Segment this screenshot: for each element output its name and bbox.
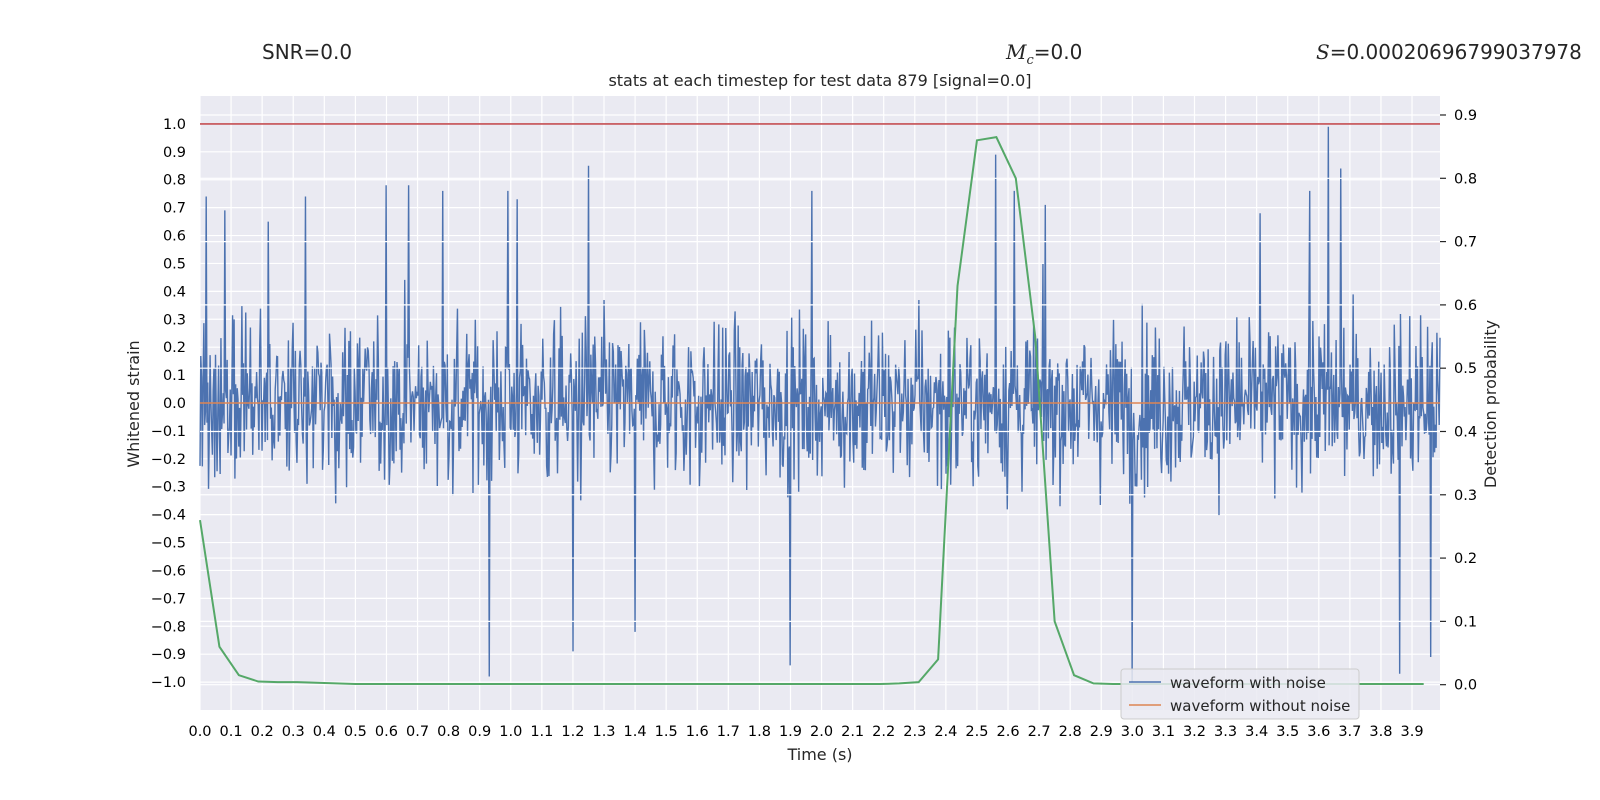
chirp-mass-subscript: c: [1026, 53, 1034, 68]
legend-label-clean: waveform without noise: [1170, 697, 1350, 715]
x-axis-label: Time (s): [786, 745, 852, 764]
x-tick-label: 3.8: [1369, 724, 1392, 740]
x-tick-label: 0.5: [344, 724, 367, 740]
y-tick-label: 0.8: [163, 173, 186, 189]
y-tick-label: −0.3: [151, 480, 186, 496]
x-tick-label: 2.1: [841, 724, 864, 740]
x-tick-label: 0.1: [220, 724, 243, 740]
series-waveform-with-noise: [199, 126, 1441, 683]
x-tick-label: 2.5: [965, 724, 988, 740]
score-value: =0.00020696799037978: [1329, 40, 1582, 64]
y-tick-label: 0.4: [163, 284, 186, 300]
y2-tick-label: 0.1: [1454, 614, 1477, 630]
chirp-mass-value: =0.0: [1033, 40, 1083, 64]
x-tick-label: 1.6: [686, 724, 709, 740]
y2-tick-label: 0.9: [1454, 108, 1477, 124]
x-tick-label: 1.8: [748, 724, 771, 740]
y-tick-label: −1.0: [151, 675, 186, 691]
x-tick-label: 2.9: [1090, 724, 1113, 740]
y-tick-label: −0.9: [151, 647, 186, 663]
y2-tick-label: 0.2: [1454, 551, 1477, 567]
chirp-mass-label: Mc=0.0: [1006, 40, 1082, 68]
chart-title: stats at each timestep for test data 879…: [608, 71, 1032, 90]
y2-axis-label: Detection probability: [1481, 320, 1500, 488]
x-tick-label: 0.8: [437, 724, 460, 740]
snr-label: SNR=0.0: [262, 40, 353, 64]
legend-label-noise: waveform with noise: [1170, 674, 1326, 692]
x-tick-label: 3.5: [1276, 724, 1299, 740]
y2-tick-label: 0.8: [1454, 171, 1477, 187]
x-tick-label: 3.3: [1214, 724, 1237, 740]
y-tick-label: 0.3: [163, 312, 186, 328]
y-tick-label: 1.0: [163, 117, 186, 133]
score-symbol: S: [1316, 40, 1330, 64]
x-tick-label: 3.9: [1400, 724, 1423, 740]
y-tick-label: 0.7: [163, 201, 186, 217]
x-tick-label: 1.4: [624, 724, 647, 740]
x-tick-label: 0.3: [282, 724, 305, 740]
noise-line: [199, 126, 1441, 683]
x-tick-label: 1.2: [561, 724, 584, 740]
y2-tick-label: 0.0: [1454, 678, 1477, 694]
y-tick-label: −0.5: [151, 536, 186, 552]
x-tick-label: 1.7: [717, 724, 740, 740]
y2-tick-label: 0.4: [1454, 424, 1477, 440]
x-tick-label: 2.7: [1028, 724, 1051, 740]
legend: waveform with noise waveform without noi…: [1120, 668, 1360, 720]
y2-tick-label: 0.7: [1454, 235, 1477, 251]
x-tick-label: 0.4: [313, 724, 336, 740]
x-tick-label: 1.0: [499, 724, 522, 740]
x-tick-label: 0.2: [251, 724, 274, 740]
x-tick-label: 2.0: [810, 724, 833, 740]
score-label: S=0.00020696799037978: [1316, 40, 1582, 64]
x-tick-label: 3.6: [1307, 724, 1330, 740]
y-axis-label: Whitened strain: [124, 340, 143, 467]
x-tick-label: 0.0: [188, 724, 211, 740]
y-axis-ticks: 1.0 0.9 0.8 0.7 0.6 0.5 0.4 0.3 0.2 0.1 0.0 −0.1 −0.…: [151, 117, 186, 691]
y-tick-label: 0.2: [163, 340, 186, 356]
x-tick-label: 3.0: [1121, 724, 1144, 740]
y-tick-label: 0.9: [163, 145, 186, 161]
x-tick-label: 1.1: [530, 724, 553, 740]
x-tick-label: 1.3: [592, 724, 615, 740]
y-tick-label: −0.8: [151, 619, 186, 635]
y-tick-label: 0.5: [163, 256, 186, 272]
y-tick-label: −0.1: [151, 424, 186, 440]
x-tick-label: 2.4: [934, 724, 957, 740]
x-tick-label: 3.7: [1338, 724, 1361, 740]
y2-axis-ticks: 0.9 0.8 0.7 0.6 0.5 0.4 0.3 0.2 0.1 0.0: [1440, 108, 1477, 694]
y2-tick-label: 0.3: [1454, 488, 1477, 504]
legend-box: [1120, 668, 1360, 720]
y-tick-label: 0.1: [163, 368, 186, 384]
y-tick-label: −0.2: [151, 452, 186, 468]
x-tick-label: 0.9: [468, 724, 491, 740]
x-tick-label: 1.5: [655, 724, 678, 740]
x-tick-label: 2.6: [996, 724, 1019, 740]
x-tick-label: 3.2: [1183, 724, 1206, 740]
x-tick-label: 0.7: [406, 724, 429, 740]
y-tick-label: −0.7: [151, 591, 186, 607]
x-tick-label: 2.8: [1059, 724, 1082, 740]
y2-tick-label: 0.5: [1454, 361, 1477, 377]
x-tick-label: 0.6: [375, 724, 398, 740]
x-axis-ticks: 0.0 0.1 0.2 0.3 0.4 0.5 0.6 0.7 0.8 0.9 1.0 1.1 1.2 1…: [188, 724, 1423, 740]
y-tick-label: 0.6: [163, 229, 186, 245]
x-tick-label: 2.3: [903, 724, 926, 740]
x-tick-label: 1.9: [779, 724, 802, 740]
y-tick-label: −0.6: [151, 563, 186, 579]
x-tick-label: 2.2: [872, 724, 895, 740]
y2-tick-label: 0.6: [1454, 298, 1477, 314]
chirp-mass-symbol: M: [1006, 40, 1027, 64]
x-tick-label: 3.4: [1245, 724, 1268, 740]
y-tick-label: 0.0: [163, 396, 186, 412]
x-tick-label: 3.1: [1152, 724, 1175, 740]
y-tick-label: −0.4: [151, 508, 186, 524]
